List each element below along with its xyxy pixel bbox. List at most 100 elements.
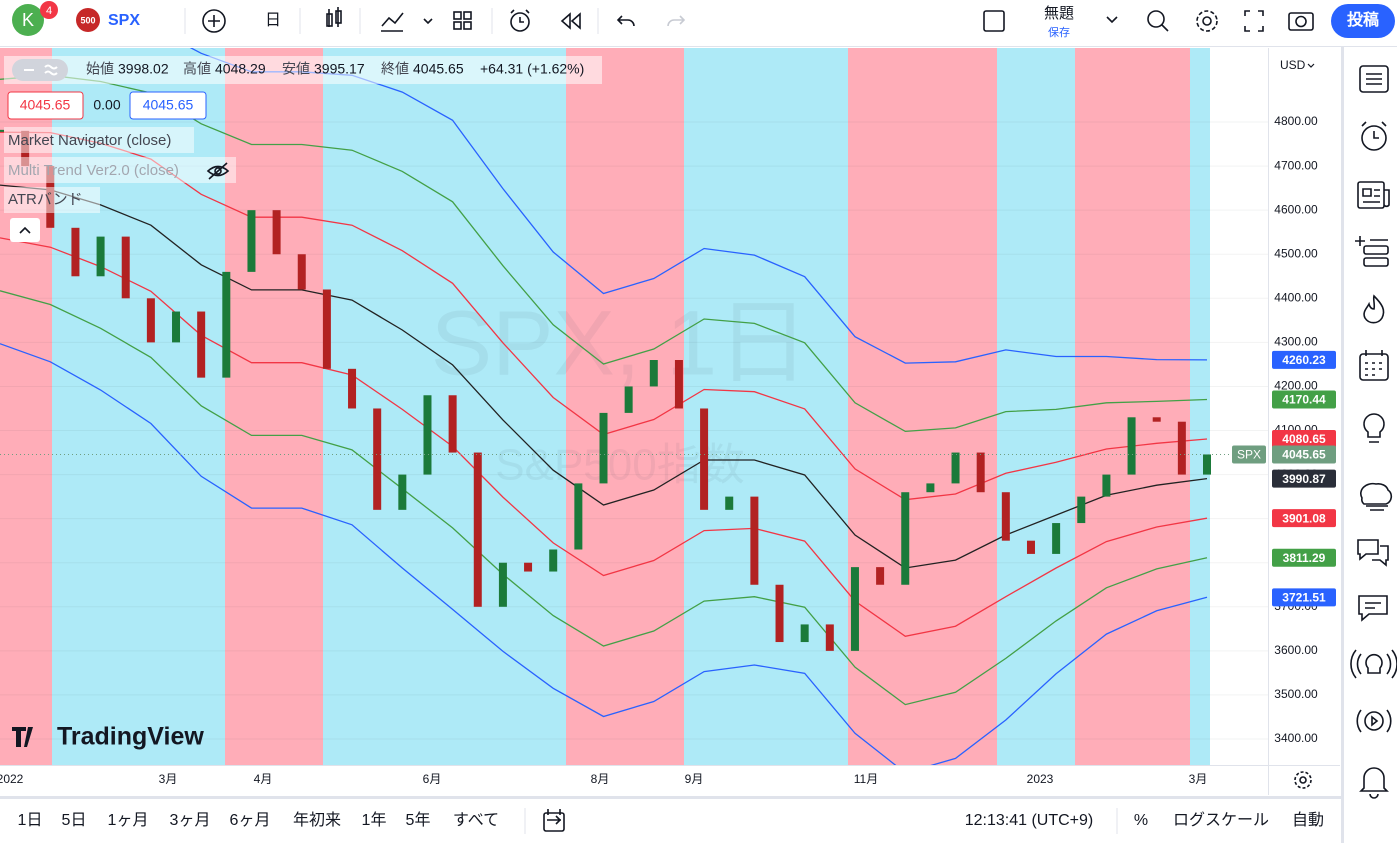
layout-name[interactable]: 無題	[1044, 5, 1074, 22]
undo-icon[interactable]	[616, 15, 635, 27]
indicator-bg	[4, 157, 236, 183]
candle	[1203, 454, 1211, 475]
percent-toggle[interactable]: %	[1134, 812, 1148, 829]
range-button[interactable]: 5日	[62, 812, 87, 829]
legend-toggle[interactable]	[12, 59, 68, 81]
auto-toggle[interactable]: 自動	[1292, 811, 1324, 829]
range-button[interactable]: 1年	[362, 811, 387, 829]
layout-square-icon[interactable]	[983, 10, 1005, 32]
last-price-symbol-tag	[1232, 445, 1266, 464]
publish-label: 投稿	[1347, 10, 1379, 29]
range-button[interactable]: 6ヶ月	[230, 812, 271, 829]
notifications-icon[interactable]	[1359, 767, 1389, 799]
news-icon[interactable]	[1357, 181, 1390, 209]
messages-icon[interactable]	[1358, 595, 1388, 622]
candle	[725, 496, 734, 510]
ohlc-label: 高値	[183, 61, 211, 77]
chat-icon[interactable]	[1360, 482, 1393, 511]
candle	[121, 236, 130, 299]
save-label[interactable]: 保存	[1048, 25, 1070, 39]
publish-button[interactable]	[1331, 4, 1395, 38]
collapse-button[interactable]	[10, 218, 40, 242]
x-tick-label: 9月	[685, 772, 704, 786]
candle	[750, 496, 759, 585]
broadcast-icon[interactable]	[1350, 649, 1397, 679]
streams-icon[interactable]	[1357, 539, 1389, 567]
candle	[549, 549, 558, 572]
hotlist-icon[interactable]	[1363, 294, 1385, 324]
object-tree-icon[interactable]	[1355, 236, 1389, 267]
currency[interactable]: USD	[1280, 58, 1306, 72]
price-tag	[1272, 509, 1336, 528]
indicator-bg	[4, 127, 194, 153]
candle	[1152, 417, 1161, 422]
regime-red	[225, 48, 323, 765]
candle	[473, 452, 482, 607]
watchlist-icon[interactable]	[1359, 65, 1389, 93]
range-button[interactable]: 5年	[406, 811, 431, 829]
indicator-name[interactable]: Multi Trend Ver2.0 (close)	[8, 162, 179, 179]
x-tick-label: 8月	[591, 772, 610, 786]
ohlc-label: 始値	[86, 61, 114, 77]
ohlc-label: 安値	[282, 61, 310, 77]
price-tag	[1272, 430, 1336, 449]
ohlc-value: 3995.17	[314, 61, 365, 77]
replay-icon[interactable]	[560, 12, 581, 30]
x-tick-label: 11月	[854, 772, 878, 786]
price-box-red	[7, 91, 84, 120]
candle	[1127, 417, 1136, 475]
play-icon[interactable]	[1356, 709, 1392, 733]
y-tick-label: 4500.00	[1274, 246, 1318, 260]
y-tick-label: 3400.00	[1274, 731, 1318, 745]
log-toggle[interactable]: ログスケール	[1173, 811, 1269, 829]
settings-icon[interactable]	[1196, 10, 1218, 32]
symbol-logo	[76, 8, 100, 32]
symbol-logo-text: 500	[80, 15, 95, 25]
interval[interactable]: 日	[265, 12, 281, 29]
axis-settings-icon[interactable]	[1294, 771, 1312, 789]
candle	[599, 412, 608, 484]
candle	[71, 227, 80, 277]
symbol[interactable]: SPX	[108, 12, 140, 29]
date-range-icon[interactable]	[543, 809, 565, 832]
y-tick-label: 4400.00	[1274, 290, 1318, 304]
avatar[interactable]	[12, 4, 44, 36]
range-button[interactable]: 3ヶ月	[170, 812, 211, 829]
range-button[interactable]: 1ヶ月	[108, 812, 149, 829]
band-line	[0, 74, 1208, 433]
range-button[interactable]: 年初来	[293, 811, 341, 829]
fullscreen-icon[interactable]	[1244, 10, 1264, 32]
clock[interactable]: 12:13:41 (UTC+9)	[965, 812, 1094, 829]
range-button[interactable]: 1日	[18, 812, 43, 829]
layout-menu-icon[interactable]	[1106, 16, 1118, 24]
indicator-name[interactable]: Market Navigator (close)	[8, 132, 171, 149]
candle	[498, 562, 507, 607]
y-tick-label: 4800.00	[1274, 114, 1318, 128]
alert-icon[interactable]	[510, 9, 530, 32]
snapshot-icon[interactable]	[1288, 12, 1314, 31]
calendar-icon[interactable]	[1359, 350, 1389, 381]
regime-red	[1075, 48, 1190, 765]
search-icon[interactable]	[1147, 10, 1169, 32]
add-symbol-icon[interactable]	[202, 9, 226, 33]
price-tag-label: 3811.29	[1283, 551, 1326, 565]
indicator-name[interactable]: ATRバンド	[8, 191, 83, 208]
range-button[interactable]: すべて	[453, 811, 499, 829]
redo-icon[interactable]	[667, 15, 686, 27]
ideas-icon[interactable]	[1363, 413, 1385, 443]
layout-icon[interactable]	[453, 11, 472, 30]
candle	[0, 129, 4, 132]
ohlc-value: 3998.02	[118, 61, 169, 77]
y-tick-label: 3600.00	[1274, 643, 1318, 657]
candle	[297, 254, 306, 290]
toolbar	[0, 0, 1397, 46]
legend-toggle-icon	[24, 64, 58, 76]
hidden-eye-icon[interactable]	[206, 162, 230, 180]
plot	[0, 48, 1211, 765]
indicators-icon[interactable]	[381, 12, 433, 32]
alerts-icon[interactable]	[1361, 121, 1387, 151]
legend-bg	[4, 56, 602, 84]
chart-type-icon[interactable]	[326, 7, 342, 27]
